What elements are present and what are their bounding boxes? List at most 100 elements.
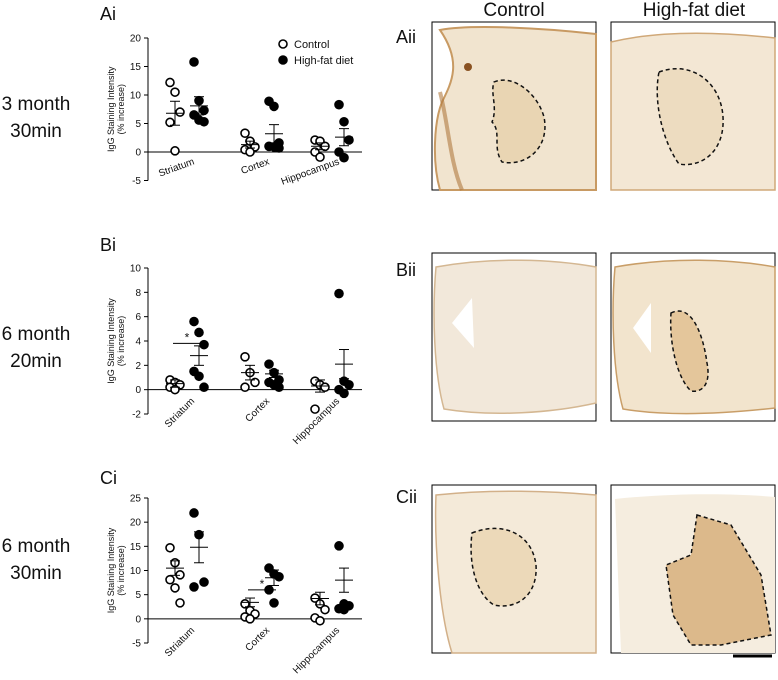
y-tick-label: 10 bbox=[130, 91, 142, 102]
row-label: 3 month bbox=[2, 94, 71, 115]
significance-label: * bbox=[185, 330, 190, 344]
row-label: 6 month bbox=[2, 536, 71, 557]
y-tick-label: -5 bbox=[132, 176, 141, 187]
data-point bbox=[320, 604, 330, 615]
y-tick-label: 15 bbox=[130, 62, 142, 73]
y-axis-label: IgG Staining Intensity bbox=[106, 66, 116, 152]
data-point bbox=[310, 404, 320, 414]
x-tick-label: Hippocampus bbox=[280, 156, 341, 187]
data-point bbox=[334, 288, 344, 299]
data-point bbox=[339, 388, 349, 399]
x-tick-label: Cortex bbox=[244, 625, 273, 654]
data-point bbox=[165, 574, 175, 585]
y-tick-label: 0 bbox=[135, 385, 141, 396]
legend-label: High-fat diet bbox=[294, 55, 353, 67]
data-point bbox=[245, 614, 255, 624]
panel-label: Bi bbox=[100, 235, 116, 255]
data-point bbox=[194, 371, 204, 382]
data-point bbox=[240, 352, 250, 362]
y-tick-label: 20 bbox=[130, 34, 142, 45]
data-point bbox=[199, 116, 209, 127]
data-point bbox=[245, 147, 255, 157]
y-tick-label: 20 bbox=[130, 518, 142, 529]
data-point bbox=[269, 598, 279, 608]
data-point bbox=[175, 107, 185, 117]
data-point bbox=[165, 77, 175, 88]
data-point bbox=[339, 116, 349, 127]
data-point bbox=[165, 117, 175, 128]
data-point bbox=[189, 508, 199, 518]
y-axis-label: (% increase) bbox=[116, 84, 126, 135]
micrograph bbox=[431, 21, 597, 191]
data-point bbox=[240, 128, 250, 138]
y-tick-label: 2 bbox=[135, 361, 141, 372]
y-axis-label: IgG Staining Intensity bbox=[106, 527, 116, 613]
panel-label: Ai bbox=[100, 4, 116, 24]
y-axis-label: (% increase) bbox=[116, 545, 126, 596]
data-point bbox=[175, 598, 185, 608]
x-tick-label: Striatum bbox=[157, 156, 196, 179]
micrograph bbox=[431, 252, 597, 422]
y-tick-label: 5 bbox=[135, 590, 141, 601]
data-point bbox=[339, 604, 349, 615]
x-tick-label: Hippocampus bbox=[291, 625, 342, 676]
data-point bbox=[344, 135, 354, 145]
data-point bbox=[334, 541, 344, 551]
legend-marker bbox=[278, 55, 288, 65]
y-tick-label: 10 bbox=[130, 566, 142, 577]
data-point bbox=[199, 105, 209, 116]
micrograph bbox=[610, 21, 776, 191]
data-point bbox=[274, 571, 284, 582]
data-point bbox=[199, 577, 209, 587]
panel-label: Bii bbox=[396, 260, 416, 280]
data-point bbox=[274, 143, 284, 153]
y-tick-label: 8 bbox=[135, 288, 141, 299]
x-tick-label: Cortex bbox=[240, 156, 271, 176]
data-point bbox=[240, 599, 250, 609]
data-point bbox=[269, 101, 279, 112]
row-label: 30min bbox=[10, 563, 62, 584]
y-tick-label: -2 bbox=[132, 410, 141, 421]
data-point bbox=[315, 152, 325, 162]
y-tick-label: 6 bbox=[135, 312, 141, 323]
y-tick-label: 0 bbox=[135, 148, 141, 159]
y-tick-label: 25 bbox=[130, 494, 142, 505]
data-point bbox=[199, 382, 209, 393]
x-tick-label: Striatum bbox=[163, 625, 197, 659]
y-tick-label: 10 bbox=[130, 264, 142, 275]
row-label: 20min bbox=[10, 351, 62, 372]
data-point bbox=[170, 87, 180, 97]
legend-marker bbox=[278, 39, 288, 49]
y-tick-label: 4 bbox=[135, 337, 141, 348]
column-header: High-fat diet bbox=[643, 0, 746, 21]
data-point bbox=[315, 615, 325, 626]
micrograph bbox=[610, 484, 776, 654]
row-label: 6 month bbox=[2, 324, 71, 345]
panel-label: Ci bbox=[100, 468, 117, 488]
data-point bbox=[199, 339, 209, 350]
data-point bbox=[320, 382, 330, 393]
micrograph bbox=[431, 484, 597, 654]
micrograph bbox=[610, 252, 776, 422]
data-point bbox=[339, 152, 349, 163]
x-tick-label: Striatum bbox=[163, 396, 197, 430]
x-tick-label: Cortex bbox=[244, 396, 273, 425]
y-tick-label: 5 bbox=[135, 119, 141, 130]
x-tick-label: Hippocampus bbox=[291, 396, 342, 447]
data-point bbox=[170, 146, 180, 156]
y-tick-label: 15 bbox=[130, 542, 142, 553]
y-tick-label: -5 bbox=[132, 639, 141, 650]
panel-label: Aii bbox=[396, 27, 416, 47]
data-point bbox=[165, 542, 175, 553]
data-point bbox=[170, 583, 180, 593]
legend-label: Control bbox=[294, 39, 329, 51]
significance-label: * bbox=[260, 577, 265, 591]
column-header: Control bbox=[483, 0, 544, 21]
data-point bbox=[264, 359, 274, 369]
panel-label: Cii bbox=[396, 487, 417, 507]
row-label: 30min bbox=[10, 121, 62, 142]
data-point bbox=[274, 382, 284, 393]
data-point bbox=[344, 379, 354, 390]
data-point bbox=[189, 582, 199, 592]
